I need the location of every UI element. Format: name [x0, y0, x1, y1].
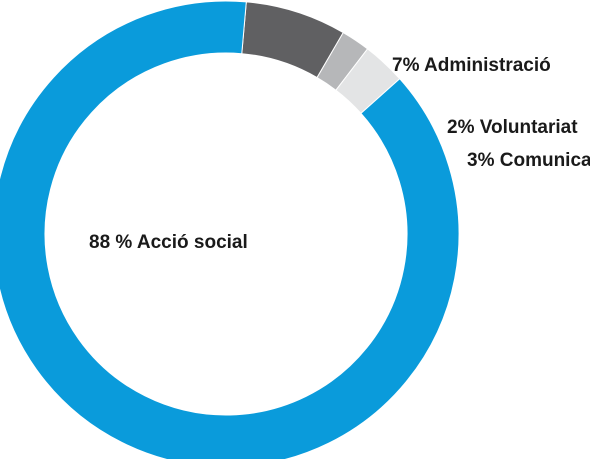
slice-label-2: 3% Comunicació	[467, 150, 590, 171]
slices-group	[0, 0, 460, 459]
slice-label-3: 88 % Acció social	[89, 232, 248, 253]
slice-label-0: 7% Administració	[392, 55, 551, 76]
slice-label-1: 2% Voluntariat	[447, 117, 578, 138]
slice-3	[0, 0, 460, 459]
labels-group: 7% Administració 2% Voluntariat 3% Comunic…	[89, 55, 590, 253]
